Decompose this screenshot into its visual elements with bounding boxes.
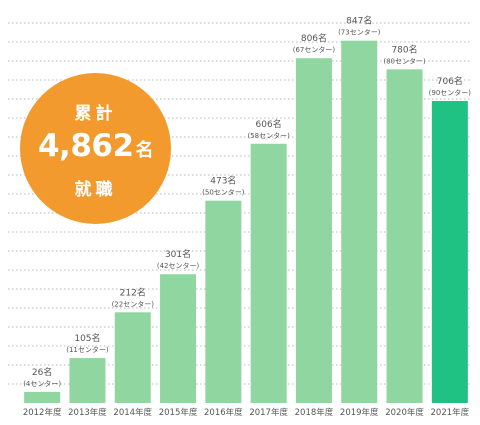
bar <box>114 312 151 403</box>
x-tick-label: 2013年度 <box>68 407 107 418</box>
x-tick-label: 2019年度 <box>340 407 379 418</box>
center-count-label: (73センター) <box>338 28 381 37</box>
bar <box>205 200 242 403</box>
x-tick-label: 2014年度 <box>113 407 152 418</box>
center-count-label: (22センター) <box>112 299 155 308</box>
value-label: 706名 <box>437 75 463 87</box>
bars <box>24 40 468 404</box>
badge-total-value: 4,862 <box>37 128 134 164</box>
value-label: 780名 <box>391 43 417 55</box>
value-label: 26名 <box>32 366 52 378</box>
bar <box>160 274 197 403</box>
center-count-label: (67センター) <box>293 45 336 54</box>
center-count-label: (80センター) <box>383 56 426 65</box>
value-label: 606名 <box>256 118 282 130</box>
value-label: 806名 <box>301 32 327 44</box>
x-tick-labels: 2012年度 2013年度 2014年度 2015年度 2016年度 2017年度 2018… <box>23 407 470 418</box>
center-count-label: (4センター) <box>23 379 61 388</box>
value-label: 473名 <box>210 175 236 187</box>
x-tick-label: 2020年度 <box>385 407 424 418</box>
x-tick-label: 2012年度 <box>23 407 62 418</box>
x-tick-label: 2021年度 <box>431 407 470 418</box>
badge-total: 4,862 名 <box>20 128 171 164</box>
value-labels: 26名(4センター) 105名(11センター) 212名(22センター) 301名(4… <box>23 15 471 388</box>
value-label: 847名 <box>346 15 372 27</box>
bar <box>24 391 61 403</box>
x-tick-label: 2016年度 <box>204 407 243 418</box>
bar <box>250 143 287 403</box>
x-tick-label: 2015年度 <box>159 407 198 418</box>
badge-top-label: 累計 <box>74 104 117 124</box>
bar <box>431 100 468 403</box>
badge-total-unit: 名 <box>135 140 154 161</box>
bar <box>69 358 106 403</box>
center-count-label: (90センター) <box>429 88 472 97</box>
bar <box>341 40 378 404</box>
center-count-label: (50センター) <box>202 188 245 197</box>
value-label: 105名 <box>74 332 100 344</box>
center-count-label: (58センター) <box>247 131 290 140</box>
bar <box>386 69 423 403</box>
center-count-label: (11センター) <box>66 345 109 354</box>
value-label: 301名 <box>165 248 191 260</box>
bar <box>295 58 332 403</box>
center-count-label: (42センター) <box>157 261 200 270</box>
value-label: 212名 <box>120 286 146 298</box>
x-tick-label: 2018年度 <box>295 407 334 418</box>
x-tick-label: 2017年度 <box>249 407 288 418</box>
badge-bottom-label: 就職 <box>74 180 117 200</box>
total-badge: 累計 4,862 名 就職 <box>20 73 171 224</box>
